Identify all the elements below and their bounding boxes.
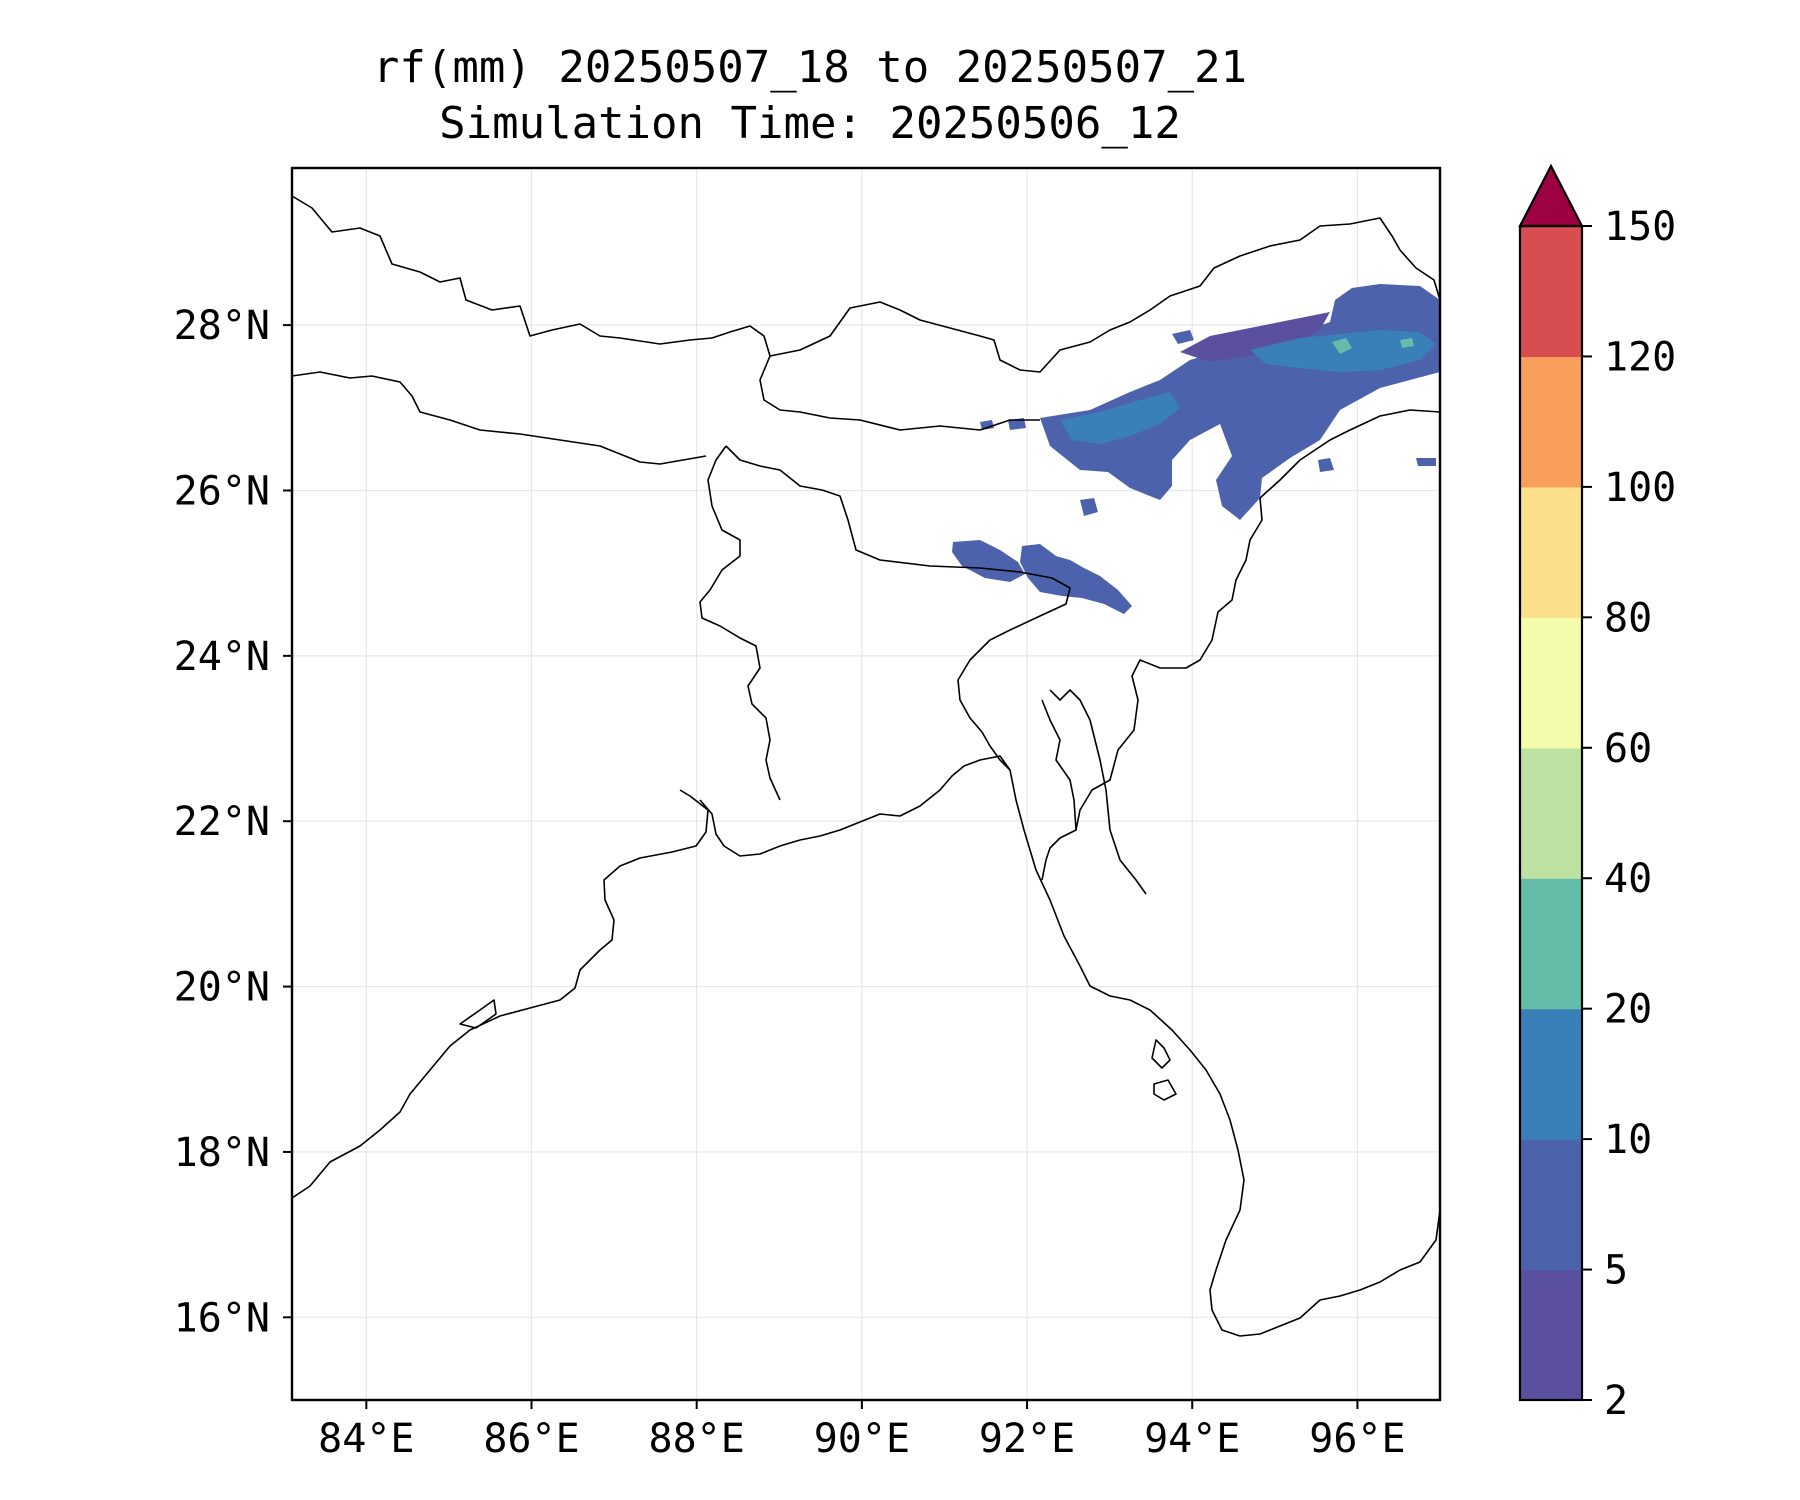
- boundary-sikkim-bhutan: [711, 325, 1040, 431]
- colorbar-tick-label: 80: [1604, 595, 1652, 641]
- boundary-bhutan-north: [769, 217, 1441, 373]
- coastline-myanmar: [1009, 769, 1441, 1337]
- lon-tick-label: 96°E: [1309, 1416, 1405, 1462]
- colorbar-segment: [1520, 878, 1582, 1010]
- colorbar-tick-label: 2: [1604, 1378, 1628, 1424]
- lat-tick-label: 18°N: [174, 1130, 270, 1176]
- map-axes: 84°E 86°E 88°E 90°E 92°E 94°E 96°E 16°N 18°N 20°…: [174, 166, 1442, 1462]
- rain-area-small-3: [1416, 458, 1436, 466]
- colorbar-segment: [1520, 486, 1582, 618]
- colorbar-frame: [1518, 224, 1584, 1402]
- boundary-mizoram: [1049, 689, 1147, 895]
- rain-area-small-4: [1318, 458, 1334, 472]
- colorbar-tick-label: 60: [1604, 726, 1652, 772]
- map-title: rf(mm) 20250507_18 to 20250507_21 Simula…: [0, 40, 1620, 152]
- lon-tick-labels: 84°E 86°E 88°E 90°E 92°E 94°E 96°E: [318, 1416, 1405, 1462]
- lon-tick-label: 88°E: [649, 1416, 745, 1462]
- rainfall-contours: [952, 284, 1440, 614]
- rain-area-small-2: [1080, 498, 1098, 516]
- lat-tick-label: 26°N: [174, 468, 270, 514]
- rain-area-ne-20-40-a: [1332, 338, 1352, 354]
- colorbar: 2 5 10 20 40 60 80 100 120 150: [1518, 163, 1676, 1424]
- colorbar-tick-label: 5: [1604, 1248, 1628, 1294]
- boundary-bangladesh-west: [699, 445, 781, 801]
- boundary-nepal-south: [291, 371, 707, 465]
- rain-area-west-dot-2: [1008, 418, 1026, 430]
- boundary-tripura: [1041, 699, 1077, 831]
- lat-tick-labels: 16°N 18°N 20°N 22°N 24°N 26°N 28°N: [174, 303, 270, 1341]
- rain-area-ne-20-40-b: [1400, 338, 1414, 348]
- coastline-island-1: [1151, 1039, 1171, 1069]
- colorbar-segment: [1520, 617, 1582, 749]
- rain-area-central-west: [952, 540, 1025, 582]
- colorbar-segment: [1520, 747, 1582, 879]
- coastline-bangladesh: [699, 755, 1011, 857]
- rain-area-central-east: [1020, 544, 1132, 614]
- lon-tick-label: 92°E: [979, 1416, 1075, 1462]
- boundary-myanmar: [1041, 497, 1263, 881]
- colorbar-tick-label: 150: [1604, 204, 1676, 250]
- lon-tick-label: 90°E: [814, 1416, 910, 1462]
- colorbar-tick-label: 20: [1604, 987, 1652, 1033]
- colorbar-segment: [1520, 1269, 1582, 1401]
- coastline-island-2: [1153, 1079, 1177, 1101]
- title-line-2: Simulation Time: 20250506_12: [439, 98, 1181, 149]
- coastline-india-east: [291, 789, 709, 1199]
- coastline-sagar-island: [459, 999, 497, 1029]
- rain-area-small-1: [1172, 330, 1194, 344]
- map-boundaries: [291, 195, 1441, 1337]
- title-line-1: rf(mm) 20250507_18 to 20250507_21: [372, 42, 1248, 93]
- colorbar-tick-label: 40: [1604, 856, 1652, 902]
- lat-tick-label: 24°N: [174, 634, 270, 680]
- colorbar-tick-label: 120: [1604, 334, 1676, 380]
- colorbar-segment: [1520, 226, 1582, 358]
- lat-tick-label: 20°N: [174, 965, 270, 1011]
- colorbar-segment: [1520, 1139, 1582, 1271]
- rain-area-ne-10-20-a: [1060, 392, 1180, 444]
- rain-area-ne-band-inner: [1180, 312, 1330, 362]
- lat-tick-label: 22°N: [174, 799, 270, 845]
- colorbar-segment: [1520, 356, 1582, 488]
- lat-tick-label: 28°N: [174, 303, 270, 349]
- lon-tick-label: 84°E: [318, 1416, 414, 1462]
- lon-tick-label: 86°E: [483, 1416, 579, 1462]
- map-frame: [290, 166, 1442, 1402]
- boundary-nepal-north: [291, 195, 713, 345]
- lat-tick-label: 16°N: [174, 1295, 270, 1341]
- boundary-myanmar-north: [1259, 409, 1441, 499]
- rain-area-west-dot: [980, 420, 994, 430]
- colorbar-extend-arrow: [1518, 163, 1584, 228]
- lon-tick-label: 94°E: [1144, 1416, 1240, 1462]
- colorbar-segment: [1520, 1008, 1582, 1140]
- colorbar-tick-label: 100: [1604, 465, 1676, 511]
- colorbar-tick-label: 10: [1604, 1117, 1652, 1163]
- lat-tick-marks: [283, 324, 292, 1319]
- boundary-bangladesh: [725, 445, 1071, 771]
- lon-tick-marks: [365, 1400, 1359, 1409]
